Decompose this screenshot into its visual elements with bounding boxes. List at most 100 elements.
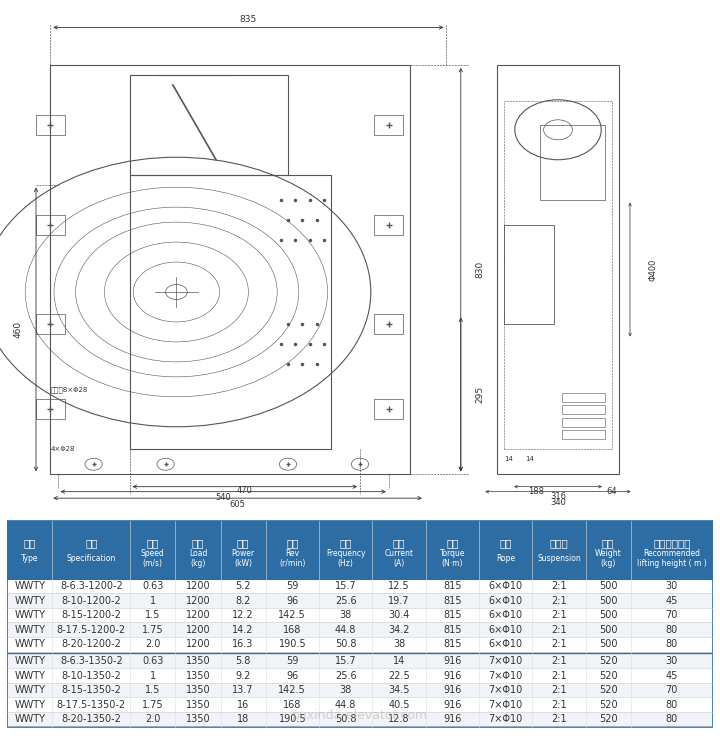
Text: 44.8: 44.8 xyxy=(335,625,356,635)
Text: 470: 470 xyxy=(237,486,253,495)
Bar xyxy=(7,654,713,668)
Text: 转矩: 转矩 xyxy=(446,538,459,548)
Text: 6×Φ10: 6×Φ10 xyxy=(489,639,523,649)
Text: 自重: 自重 xyxy=(602,538,614,548)
Text: 频率: 频率 xyxy=(339,538,352,548)
Text: 815: 815 xyxy=(443,639,462,649)
Text: 34.5: 34.5 xyxy=(388,685,410,695)
Text: 80: 80 xyxy=(666,639,678,649)
Text: 815: 815 xyxy=(443,581,462,591)
Text: 1200: 1200 xyxy=(186,610,210,620)
Text: 38: 38 xyxy=(393,639,405,649)
Bar xyxy=(540,124,605,200)
Text: Current
(A): Current (A) xyxy=(384,549,413,568)
Text: 460: 460 xyxy=(14,321,23,338)
Text: WWTY: WWTY xyxy=(14,656,45,666)
Text: 1.75: 1.75 xyxy=(142,625,163,635)
Text: 7×Φ10: 7×Φ10 xyxy=(488,714,523,724)
Text: 45: 45 xyxy=(665,670,678,680)
Text: 1350: 1350 xyxy=(186,670,210,680)
Bar xyxy=(50,65,410,475)
Bar xyxy=(374,399,403,419)
Text: puxinda-elevator.com: puxinda-elevator.com xyxy=(292,708,428,722)
Text: 916: 916 xyxy=(443,656,462,666)
Bar xyxy=(562,431,605,440)
Text: 1200: 1200 xyxy=(186,581,210,591)
Text: 96: 96 xyxy=(286,670,298,680)
Text: WWTY: WWTY xyxy=(14,685,45,695)
Text: 8-6.3-1200-2: 8-6.3-1200-2 xyxy=(60,581,122,591)
Text: Weight
(kg): Weight (kg) xyxy=(595,549,621,568)
Text: 80: 80 xyxy=(666,714,678,724)
Text: 190.5: 190.5 xyxy=(279,714,306,724)
Text: Torque
(N·m): Torque (N·m) xyxy=(439,549,465,568)
Text: 835: 835 xyxy=(240,15,257,24)
Text: 44.8: 44.8 xyxy=(335,700,356,709)
Text: 520: 520 xyxy=(599,714,618,724)
Text: 电流: 电流 xyxy=(392,538,405,548)
Bar xyxy=(562,405,605,414)
Text: 推荐提升高度: 推荐提升高度 xyxy=(653,538,690,548)
Text: 15.7: 15.7 xyxy=(335,656,356,666)
Text: 1350: 1350 xyxy=(186,656,210,666)
Text: 5.8: 5.8 xyxy=(235,656,251,666)
Text: 绳规: 绳规 xyxy=(500,538,512,548)
Text: 6×Φ10: 6×Φ10 xyxy=(489,581,523,591)
Text: Specification: Specification xyxy=(67,554,116,563)
Bar xyxy=(7,712,713,726)
Text: 30: 30 xyxy=(666,581,678,591)
Text: 340: 340 xyxy=(550,498,566,507)
Text: 8-15-1200-2: 8-15-1200-2 xyxy=(61,610,121,620)
Text: 50.8: 50.8 xyxy=(335,714,356,724)
Text: 188: 188 xyxy=(528,486,544,495)
Text: 520: 520 xyxy=(599,670,618,680)
Text: 80: 80 xyxy=(666,625,678,635)
Bar xyxy=(374,314,403,335)
Text: 190.5: 190.5 xyxy=(279,639,306,649)
Text: 8-6.3-1350-2: 8-6.3-1350-2 xyxy=(60,656,122,666)
Bar xyxy=(562,418,605,427)
Text: 316: 316 xyxy=(550,492,566,501)
Text: 605: 605 xyxy=(230,500,246,509)
Text: 14: 14 xyxy=(393,656,405,666)
Text: 1350: 1350 xyxy=(186,700,210,709)
Text: 500: 500 xyxy=(599,581,618,591)
Text: Type: Type xyxy=(21,554,38,563)
Text: 2:1: 2:1 xyxy=(551,610,567,620)
Text: 1.5: 1.5 xyxy=(145,610,161,620)
Text: 8-20-1350-2: 8-20-1350-2 xyxy=(61,714,121,724)
Text: 13.7: 13.7 xyxy=(233,685,254,695)
Bar xyxy=(374,115,403,135)
Text: 14.2: 14.2 xyxy=(233,625,254,635)
Text: Frequency
(Hz): Frequency (Hz) xyxy=(326,549,365,568)
Text: 916: 916 xyxy=(443,685,462,695)
Text: 815: 815 xyxy=(443,625,462,635)
Bar xyxy=(7,682,713,697)
Text: 12.5: 12.5 xyxy=(388,581,410,591)
Text: 830: 830 xyxy=(475,261,485,278)
Bar xyxy=(497,65,619,475)
Text: 19.7: 19.7 xyxy=(388,596,410,606)
Text: 45: 45 xyxy=(665,596,678,606)
Text: 500: 500 xyxy=(599,596,618,606)
Text: Rope: Rope xyxy=(496,554,516,563)
Text: 916: 916 xyxy=(443,670,462,680)
Text: Power
(kW): Power (kW) xyxy=(232,549,255,568)
Text: 2:1: 2:1 xyxy=(551,700,567,709)
Text: 22.5: 22.5 xyxy=(388,670,410,680)
Text: 1350: 1350 xyxy=(186,714,210,724)
Text: 7×Φ10: 7×Φ10 xyxy=(488,656,523,666)
Text: 6×Φ10: 6×Φ10 xyxy=(489,610,523,620)
Text: Rev
(r/min): Rev (r/min) xyxy=(279,549,305,568)
Bar xyxy=(562,393,605,402)
Text: Speed
(m/s): Speed (m/s) xyxy=(141,549,165,568)
Text: Suspension: Suspension xyxy=(537,554,581,563)
Text: 520: 520 xyxy=(599,700,618,709)
Text: 1200: 1200 xyxy=(186,639,210,649)
Text: 2:1: 2:1 xyxy=(551,625,567,635)
Bar xyxy=(130,174,331,449)
Text: 540: 540 xyxy=(215,492,231,501)
Bar xyxy=(7,521,713,579)
Text: 59: 59 xyxy=(286,581,299,591)
Text: 30.4: 30.4 xyxy=(388,610,410,620)
